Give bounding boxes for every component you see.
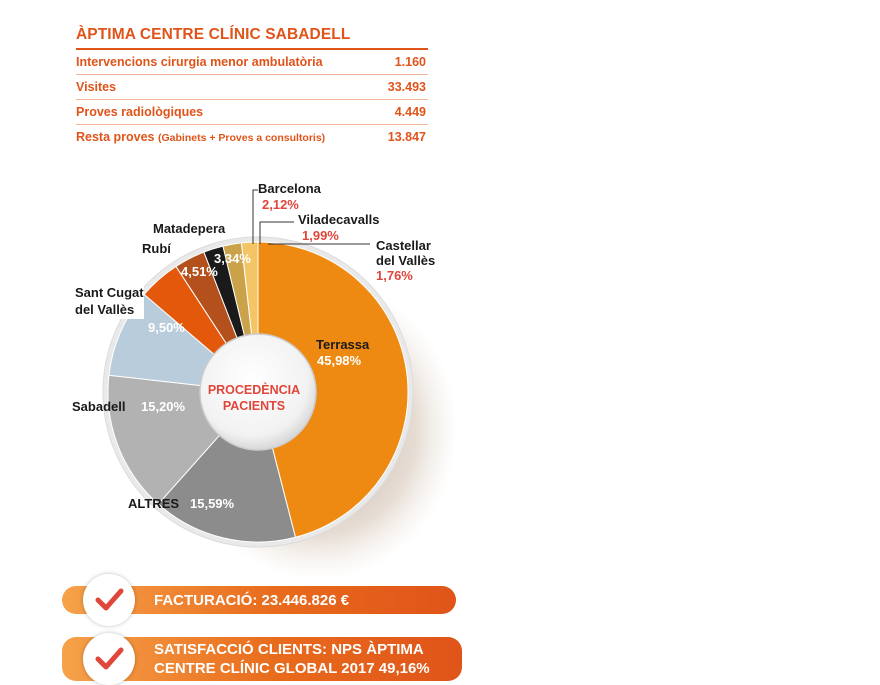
label-matadepera-name: Matadepera xyxy=(153,221,226,236)
label-rubi-name: Rubí xyxy=(142,241,171,256)
center-label-line1: PROCEDÈNCIA xyxy=(208,382,300,397)
label-santcugat-line2: del Vallès xyxy=(75,302,134,317)
stat-row: Resta proves (Gabinets + Proves a consul… xyxy=(76,125,428,149)
nps-text-line1: SATISFACCIÓ CLIENTS: NPS ÀPTIMA xyxy=(154,641,424,658)
stat-label: Intervencions cirurgia menor ambulatòria xyxy=(76,55,323,69)
center-disc xyxy=(199,333,317,451)
label-rubi-value: 4,51% xyxy=(181,264,218,279)
pie-slices xyxy=(107,241,409,543)
stat-value: 4.449 xyxy=(394,105,426,119)
label-sabadell-value: 15,20% xyxy=(141,399,186,414)
stat-label: Proves radiològiques xyxy=(76,105,204,119)
label-altres-name: ALTRES xyxy=(128,496,179,511)
label-altres-value: 15,59% xyxy=(190,496,235,511)
label-castellar-line1: Castellar xyxy=(376,238,431,253)
pie-chart: PROCEDÈNCIA PACIENTS Terrassa 45,98% ALT… xyxy=(72,181,458,580)
nps-banner: SATISFACCIÓ CLIENTS: NPS ÀPTIMA CENTRE C… xyxy=(62,633,462,685)
leader-viladecavalls xyxy=(259,221,294,244)
stat-label: Visites xyxy=(76,80,117,94)
stat-label-sub: (Gabinets + Proves a consultoris) xyxy=(158,132,326,144)
leader-barcelona xyxy=(252,189,258,244)
label-terrassa-name: Terrassa xyxy=(316,337,370,352)
stat-value: 1.160 xyxy=(394,55,426,69)
label-viladecavalls-value: 1,99% xyxy=(302,228,339,243)
label-matadepera-value: 3,34% xyxy=(214,251,251,266)
stat-row: Visites 33.493 xyxy=(76,75,428,100)
checkmark-icon xyxy=(95,588,124,611)
label-santcugat-value: 9,50% xyxy=(148,320,185,335)
label-viladecavalls-name: Viladecavalls xyxy=(298,212,379,227)
billing-text: FACTURACIÓ: 23.446.826 € xyxy=(154,592,350,609)
stat-value: 33.493 xyxy=(387,80,426,94)
stat-row: Intervencions cirurgia menor ambulatòria… xyxy=(76,50,428,75)
leader-lines xyxy=(252,189,370,245)
stats-table: ÀPTIMA CENTRE CLÍNIC SABADELL Intervenci… xyxy=(76,26,428,149)
stats-title: ÀPTIMA CENTRE CLÍNIC SABADELL xyxy=(76,26,428,50)
label-castellar-value: 1,76% xyxy=(376,268,413,283)
stat-label: Resta proves (Gabinets + Proves a consul… xyxy=(76,125,325,150)
check-badge xyxy=(83,633,135,685)
label-santcugat-bg xyxy=(72,283,144,319)
stat-row: Proves radiològiques 4.449 xyxy=(76,100,428,125)
billing-banner: FACTURACIÓ: 23.446.826 € xyxy=(62,574,456,626)
label-sabadell-name: Sabadell xyxy=(72,399,125,414)
label-barcelona-value: 2,12% xyxy=(262,197,299,212)
check-badge xyxy=(83,574,135,626)
stat-label-main: Resta proves xyxy=(76,130,155,144)
center-label-line2: PACIENTS xyxy=(223,399,285,413)
label-barcelona-name: Barcelona xyxy=(258,181,322,196)
label-castellar-line2: del Vallès xyxy=(376,253,435,268)
label-santcugat-line1: Sant Cugat xyxy=(75,285,144,300)
stat-value: 13.847 xyxy=(387,130,426,144)
pie-slice-terrassa xyxy=(257,241,409,538)
checkmark-icon xyxy=(95,647,124,670)
label-terrassa-value: 45,98% xyxy=(317,353,362,368)
nps-text-line2: CENTRE CLÍNIC GLOBAL 2017 49,16% xyxy=(154,660,430,677)
